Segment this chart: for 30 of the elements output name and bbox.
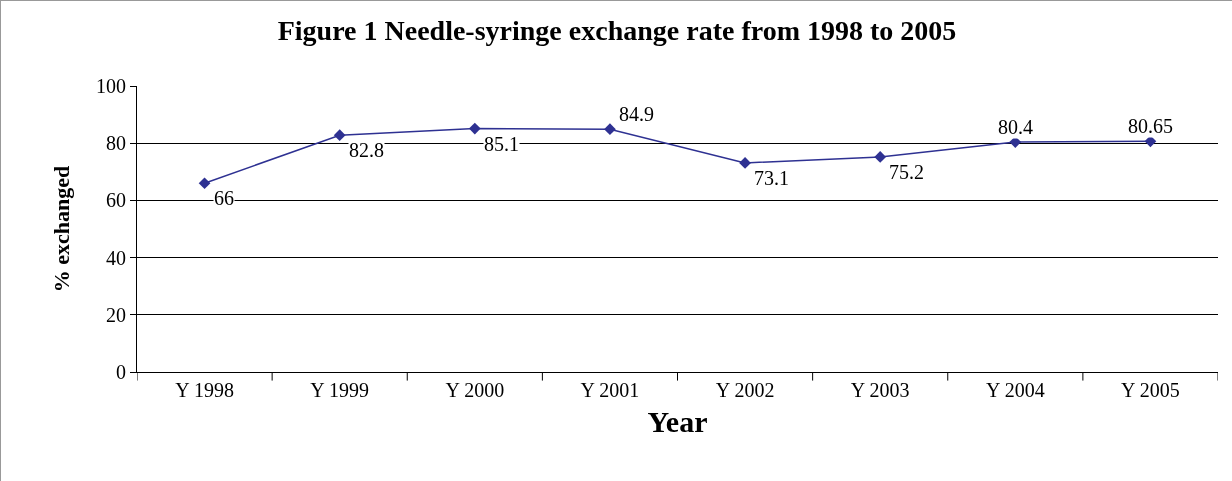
x-tick-label: Y 2004 xyxy=(985,379,1045,401)
point xyxy=(333,129,346,142)
y-tick-label: 20 xyxy=(106,303,126,326)
data-label: 73.1 xyxy=(754,167,789,189)
point xyxy=(604,123,616,136)
y-tick-label: 80 xyxy=(106,132,126,155)
x-tick-label: Y 1998 xyxy=(175,379,234,401)
y-axis-title: % exchanged xyxy=(48,165,74,293)
data-label: 80.4 xyxy=(998,116,1033,138)
chart-title: Figure 1 Needle-syringe exchange rate from 1998 to 2005 xyxy=(277,14,957,46)
x-tick-label: Y 2000 xyxy=(445,379,505,401)
data-label: 85.1 xyxy=(484,133,519,155)
data-label: 75.2 xyxy=(889,161,924,183)
point xyxy=(874,151,887,163)
data-label: 84.9 xyxy=(619,103,654,125)
x-tick-label: Y 2002 xyxy=(715,379,775,401)
y-tick-label: 0 xyxy=(116,361,126,383)
data-label: 82.8 xyxy=(349,139,384,161)
data-label: 80.65 xyxy=(1128,115,1173,137)
y-tick-label: 100 xyxy=(96,75,126,97)
x-tick-label: Y 2005 xyxy=(1121,379,1180,401)
data-label: 66 xyxy=(214,187,234,209)
point xyxy=(468,122,481,135)
y-tick-label: 40 xyxy=(106,246,126,269)
x-tick-label: Y 2003 xyxy=(850,379,910,401)
x-axis-title: Year xyxy=(647,404,708,438)
y-tick-label: 60 xyxy=(106,189,126,212)
x-tick-label: Y 2001 xyxy=(580,379,640,401)
x-tick-label: Y 1999 xyxy=(310,379,370,401)
point xyxy=(198,177,211,190)
